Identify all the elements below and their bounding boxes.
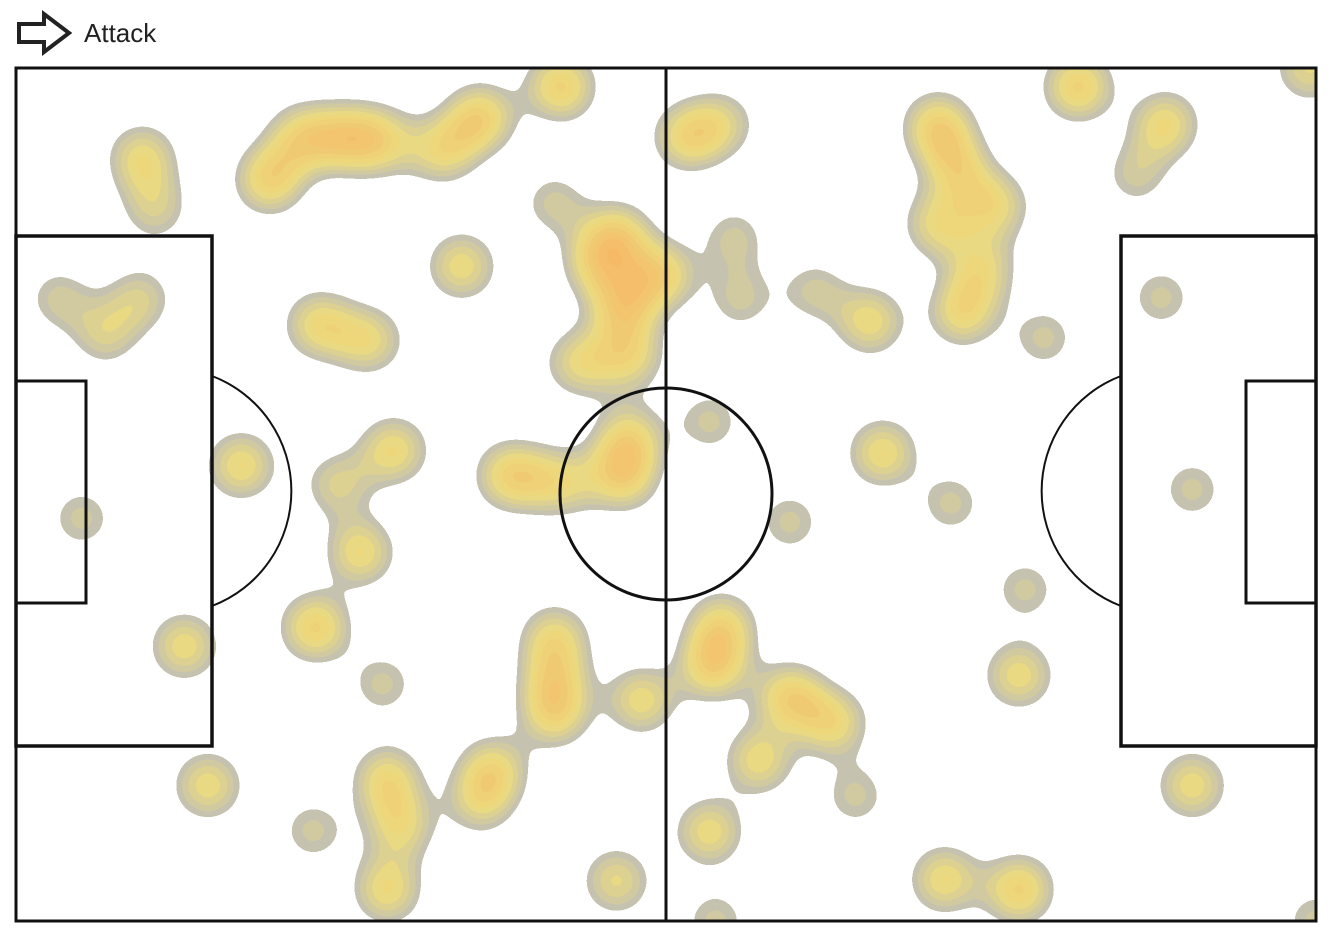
heat-point xyxy=(346,318,391,363)
heat-point xyxy=(1170,467,1215,512)
heat-point xyxy=(1294,899,1316,921)
heat-point xyxy=(278,116,323,161)
center-circle xyxy=(558,386,774,602)
heat-point xyxy=(132,186,177,231)
attack-label: Attack xyxy=(84,17,157,48)
heat-point xyxy=(1143,102,1187,147)
heat-point xyxy=(699,604,744,649)
heat-point xyxy=(712,216,757,261)
heat-point xyxy=(600,453,645,498)
heat-point xyxy=(594,215,639,260)
right-penalty-arc xyxy=(1040,375,1122,607)
heat-point xyxy=(538,68,583,109)
heat-point xyxy=(439,244,484,289)
heat-point xyxy=(637,253,682,297)
heat-point xyxy=(928,481,973,526)
pitch-lines xyxy=(14,66,1318,923)
heat-point xyxy=(606,334,651,379)
heat-point xyxy=(291,808,336,853)
heat-point xyxy=(941,290,986,335)
heat-point xyxy=(619,678,664,723)
heat-point xyxy=(736,738,781,783)
heat-point xyxy=(792,269,837,314)
heat-point xyxy=(371,428,416,473)
heat-point xyxy=(594,858,639,903)
heat-point xyxy=(718,276,763,321)
heat-point xyxy=(458,96,503,141)
heat-point xyxy=(972,184,1017,228)
heat-point xyxy=(848,299,893,344)
heat-point xyxy=(458,779,503,824)
heat-point xyxy=(359,118,404,163)
heat-point xyxy=(1003,567,1047,612)
heat-point xyxy=(185,763,230,808)
heat-point xyxy=(1287,68,1316,90)
heat-point xyxy=(691,644,735,689)
heat-point xyxy=(489,453,534,498)
heat-point xyxy=(1056,68,1101,109)
heat-point xyxy=(532,660,577,705)
heat-point xyxy=(315,462,360,507)
heat-point xyxy=(1114,152,1159,197)
heat-point xyxy=(922,857,967,902)
heat-point xyxy=(860,431,905,476)
heat-points xyxy=(37,68,1316,921)
heat-point xyxy=(59,496,104,541)
heat-point xyxy=(916,105,961,149)
heat-point xyxy=(120,136,165,181)
left-goal-area xyxy=(14,379,88,605)
heat-point xyxy=(338,530,383,575)
heat-point xyxy=(322,116,367,161)
heat-point xyxy=(1139,275,1184,320)
heat-point xyxy=(687,809,732,854)
heat-point xyxy=(83,311,128,356)
heat-point xyxy=(360,661,405,706)
heat-point xyxy=(365,867,410,912)
heat-point xyxy=(665,115,709,159)
heat-point xyxy=(1021,315,1066,360)
attack-legend: Attack xyxy=(16,10,156,56)
heat-point xyxy=(532,181,577,226)
heat-point xyxy=(293,605,338,650)
left-penalty-arc xyxy=(211,375,293,607)
heat-point xyxy=(421,127,466,172)
heat-point xyxy=(606,416,651,461)
right-goal-area xyxy=(1244,379,1318,605)
heat-point xyxy=(532,616,577,661)
heat-point xyxy=(959,246,1004,291)
heat-point xyxy=(699,102,744,147)
heat-point xyxy=(833,773,878,818)
heat-point xyxy=(811,700,856,745)
heat-point xyxy=(532,692,577,736)
heat-point xyxy=(916,202,961,247)
heat-point xyxy=(600,284,645,329)
heat-point xyxy=(996,653,1041,698)
heat-point xyxy=(365,757,410,802)
heat-point xyxy=(162,624,207,669)
heat-point xyxy=(557,340,602,385)
heat-point xyxy=(1170,763,1215,808)
heat-point xyxy=(297,303,342,348)
heat-point xyxy=(935,146,979,191)
heat-point xyxy=(996,867,1041,912)
heat-point xyxy=(687,399,732,444)
arrow-right-outline-icon xyxy=(17,10,72,56)
heat-point xyxy=(693,899,738,921)
heat-point xyxy=(767,675,812,720)
heat-point xyxy=(247,157,292,202)
heat-point xyxy=(219,443,264,488)
heat-point xyxy=(117,276,162,321)
heat-layer xyxy=(37,68,1316,921)
heat-point xyxy=(37,276,82,321)
heat-point xyxy=(377,804,422,849)
heat-point xyxy=(767,500,812,545)
